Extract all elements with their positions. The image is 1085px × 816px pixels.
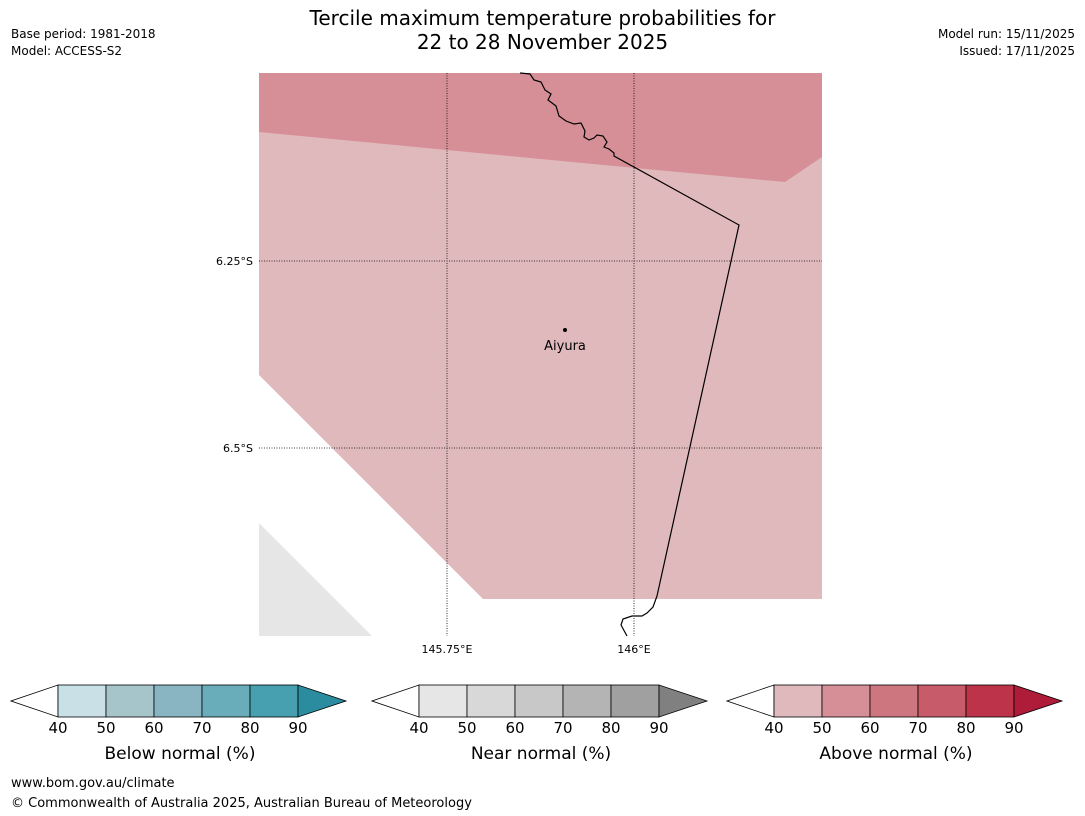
model-name: Model: ACCESS-S2: [11, 44, 123, 58]
colorbar-high-extension: [297, 684, 348, 718]
aiyura-marker[interactable]: [563, 328, 567, 332]
colorbar-near: 40 50 60 70 80 90 Near normal (%): [371, 684, 711, 774]
colorbar-segment: [105, 684, 155, 718]
colorbar-low-extension: [371, 684, 420, 718]
colorbar-tick-label: 50: [96, 719, 116, 737]
colorbar-segment: [57, 684, 107, 718]
model-run: Model run: 15/11/2025: [937, 27, 1075, 41]
aiyura-label: Aiyura: [544, 339, 586, 354]
colorbar-tick-label: 80: [240, 719, 260, 737]
colorbar-below: 40 50 60 70 80 90 Below normal (%): [10, 684, 350, 774]
colorbar-tick-label: 40: [764, 719, 784, 737]
lon-label-1: 145.75°E: [421, 643, 473, 656]
colorbar-segment: [249, 684, 299, 718]
colorbar-segment: [466, 684, 516, 718]
colorbar-segment: [773, 684, 823, 718]
footer-copyright: © Commonwealth of Australia 2025, Austra…: [11, 796, 472, 811]
map-title: Tercile maximum temperature probabilitie…: [0, 6, 1085, 54]
colorbar-tick-label: 60: [144, 719, 164, 737]
colorbar-segment: [917, 684, 967, 718]
colorbar-segment: [514, 684, 564, 718]
issued-date: Issued: 17/11/2025: [959, 44, 1075, 58]
colorbar-segment: [562, 684, 612, 718]
colorbar-tick-label: 80: [601, 719, 621, 737]
colorbar-graphic: [10, 684, 348, 718]
colorbar-title: Above normal (%): [819, 744, 973, 764]
colorbar-above: 40 50 60 70 80 90 Above normal (%): [726, 684, 1066, 774]
colorbar-low-extension: [726, 684, 775, 718]
colorbar-tick-label: 40: [409, 719, 429, 737]
colorbar-tick-label: 80: [956, 719, 976, 737]
colorbar-segment: [869, 684, 919, 718]
colorbar-tick-label: 50: [457, 719, 477, 737]
colorbar-high-extension: [1013, 684, 1064, 718]
colorbar-tick-label: 70: [192, 719, 212, 737]
lat-label-1: 6.25°S: [216, 255, 253, 268]
colorbar-tick-label: 90: [288, 719, 308, 737]
lon-label-2: 146°E: [617, 643, 651, 656]
colorbar-tick-label: 60: [505, 719, 525, 737]
colorbar-low-extension: [10, 684, 59, 718]
title-line-1: Tercile maximum temperature probabilitie…: [309, 6, 776, 30]
colorbar-segment: [610, 684, 660, 718]
colorbar-segment: [821, 684, 871, 718]
colorbar-segment: [153, 684, 203, 718]
lat-label-2: 6.5°S: [223, 442, 253, 455]
meta-left: Base period: 1981-2018 Model: ACCESS-S2: [11, 26, 156, 60]
colorbar-tick-label: 70: [908, 719, 928, 737]
above-normal-50-zone: [259, 73, 822, 599]
base-period: Base period: 1981-2018: [11, 27, 156, 41]
colorbar-segment: [965, 684, 1015, 718]
colorbar-segment: [418, 684, 468, 718]
colorbar-tick-label: 90: [649, 719, 669, 737]
above-normal-60-zone: [259, 73, 822, 182]
colorbar-tick-label: 60: [860, 719, 880, 737]
colorbar-tick-label: 90: [1004, 719, 1024, 737]
footer-url[interactable]: www.bom.gov.au/climate: [11, 776, 175, 791]
country-border: [519, 72, 740, 637]
colorbar-graphic: [726, 684, 1064, 718]
colorbar-tick-label: 40: [48, 719, 68, 737]
meta-right: Model run: 15/11/2025 Issued: 17/11/2025: [938, 26, 1075, 60]
colorbar-title: Below normal (%): [104, 744, 256, 764]
title-line-2: 22 to 28 November 2025: [416, 30, 669, 54]
near-normal-zone: [259, 523, 372, 636]
colorbar-graphic: [371, 684, 709, 718]
colorbar-title: Near normal (%): [470, 744, 612, 764]
colorbar-tick-label: 70: [553, 719, 573, 737]
colorbar-high-extension: [658, 684, 709, 718]
colorbar-tick-label: 50: [812, 719, 832, 737]
colorbar-segment: [201, 684, 251, 718]
